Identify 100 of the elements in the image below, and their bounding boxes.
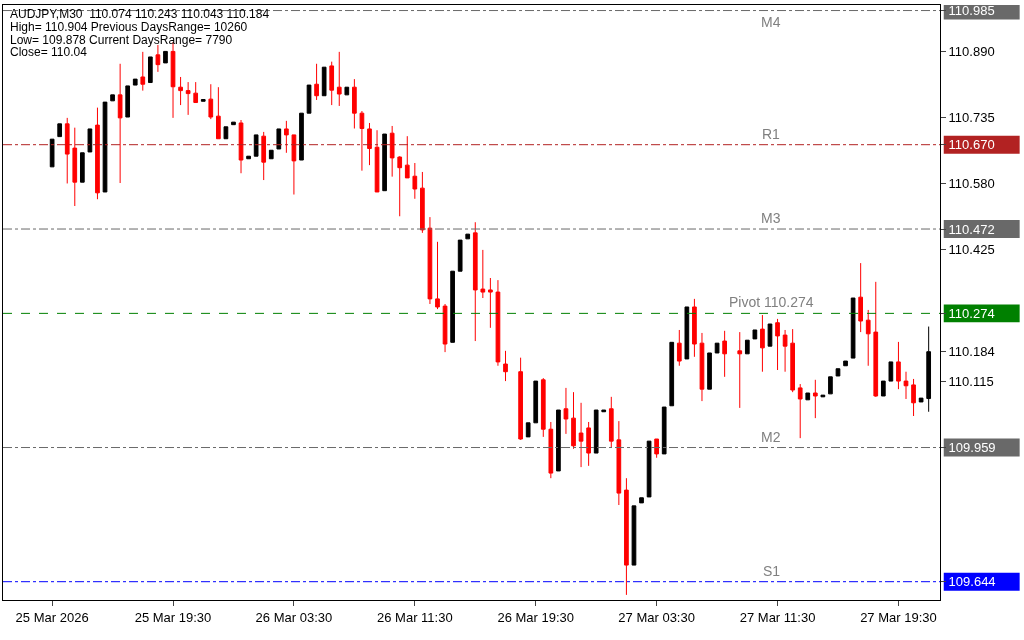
candlestick [896, 341, 901, 390]
candlestick [873, 281, 879, 398]
candlestick [843, 360, 848, 367]
candlestick [812, 379, 818, 419]
candlestick [540, 377, 546, 438]
candlestick [200, 99, 206, 102]
candlestick [646, 440, 652, 498]
candlestick [631, 505, 637, 566]
candlestick [669, 341, 675, 407]
candlestick [654, 438, 659, 459]
candlestick [49, 138, 55, 168]
candlestick [676, 329, 682, 367]
candlestick [352, 78, 357, 130]
x-tick-label: 26 Mar 19:30 [497, 609, 575, 625]
ref-line-label: M2 [761, 429, 781, 445]
x-tick-label: 27 Mar 19:30 [860, 609, 937, 625]
candlestick [253, 134, 259, 157]
candlestick [336, 51, 342, 107]
candlestick [404, 135, 410, 179]
candlestick [586, 421, 591, 467]
annotation: AUDJPY,M30 110.074 110.243 110.043 110.184 [10, 7, 270, 21]
candlestick [102, 101, 108, 193]
ref-line-label: Pivot 110.274 [729, 294, 814, 310]
candlestick [495, 279, 501, 367]
candlestick [132, 78, 138, 86]
candlestick [382, 133, 387, 192]
candlestick [828, 376, 833, 395]
candlestick [684, 306, 690, 360]
candlestick [216, 86, 221, 140]
candlestick [374, 129, 380, 193]
candlestick [397, 155, 403, 217]
candlestick [835, 368, 841, 377]
y-tick-label: 110.985 [948, 3, 995, 19]
candlestick [117, 63, 123, 184]
candlestick [420, 171, 425, 234]
candlestick [276, 128, 282, 150]
candlestick [608, 396, 614, 448]
y-tick-label: 110.184 [948, 344, 995, 360]
annotation: Close= 110.04 [10, 45, 88, 59]
candlestick [148, 56, 153, 84]
candlestick [472, 221, 478, 342]
candlestick [79, 152, 85, 183]
candlestick [223, 126, 229, 140]
candlestick [767, 323, 773, 347]
candlestick [722, 330, 727, 378]
x-tick-label: 26 Mar 03:30 [255, 609, 333, 625]
candlestick [737, 331, 743, 409]
candlestick [850, 297, 856, 359]
candlestick [911, 378, 916, 417]
y-tick-label: 110.580 [948, 175, 995, 191]
candlestick [72, 127, 78, 207]
candlestick [571, 391, 576, 450]
candlestick [359, 110, 365, 172]
candlestick [57, 123, 63, 138]
candlestick [556, 409, 561, 472]
x-tick-label: 27 Mar 11:30 [739, 609, 816, 625]
candlestick [918, 397, 924, 403]
candlestick [435, 241, 440, 310]
y-tick-label: 110.274 [948, 305, 995, 321]
candlestick [578, 402, 584, 468]
candlestick [306, 84, 312, 114]
candlestick [140, 51, 146, 92]
candlestick [299, 112, 304, 161]
ref-line-label: S1 [763, 563, 781, 579]
x-tick-label: 25 Mar 19:30 [134, 609, 212, 625]
candlestick [616, 420, 622, 506]
candlestick [314, 63, 319, 101]
candlestick [442, 303, 448, 353]
candlestick [367, 122, 372, 166]
candlestick [95, 107, 100, 200]
candlestick [525, 422, 531, 438]
candlestick [533, 380, 539, 424]
candlestick [465, 233, 471, 240]
candlestick [268, 149, 274, 160]
candlestick [450, 270, 455, 343]
annotation: High= 110.904 Previous DaysRange= 10260 [10, 20, 248, 34]
y-tick-label: 110.425 [948, 241, 995, 257]
candlestick [163, 50, 168, 64]
candlestick [238, 119, 244, 174]
candlestick [231, 121, 236, 126]
candlestick [661, 406, 667, 455]
candlestick [125, 85, 131, 118]
candlestick [480, 249, 486, 299]
candlestick [321, 66, 327, 97]
candlestick [601, 409, 607, 413]
candlestick [64, 117, 70, 184]
candlestick [548, 421, 554, 479]
x-tick-label: 27 Mar 03:30 [618, 609, 695, 625]
candlestick [760, 314, 765, 373]
candlestick [488, 277, 493, 329]
ref-line-label: M4 [761, 14, 781, 30]
candlestick [805, 392, 811, 401]
y-tick-label: 110.115 [948, 373, 994, 389]
y-tick-label: 109.959 [948, 440, 996, 456]
x-tick-label: 25 Mar 2026 [15, 609, 89, 625]
y-tick-label: 110.735 [948, 109, 995, 125]
candlestick [329, 61, 335, 106]
ref-line-label: R1 [762, 126, 781, 142]
candlestick [699, 332, 705, 402]
candlestick [344, 86, 350, 96]
